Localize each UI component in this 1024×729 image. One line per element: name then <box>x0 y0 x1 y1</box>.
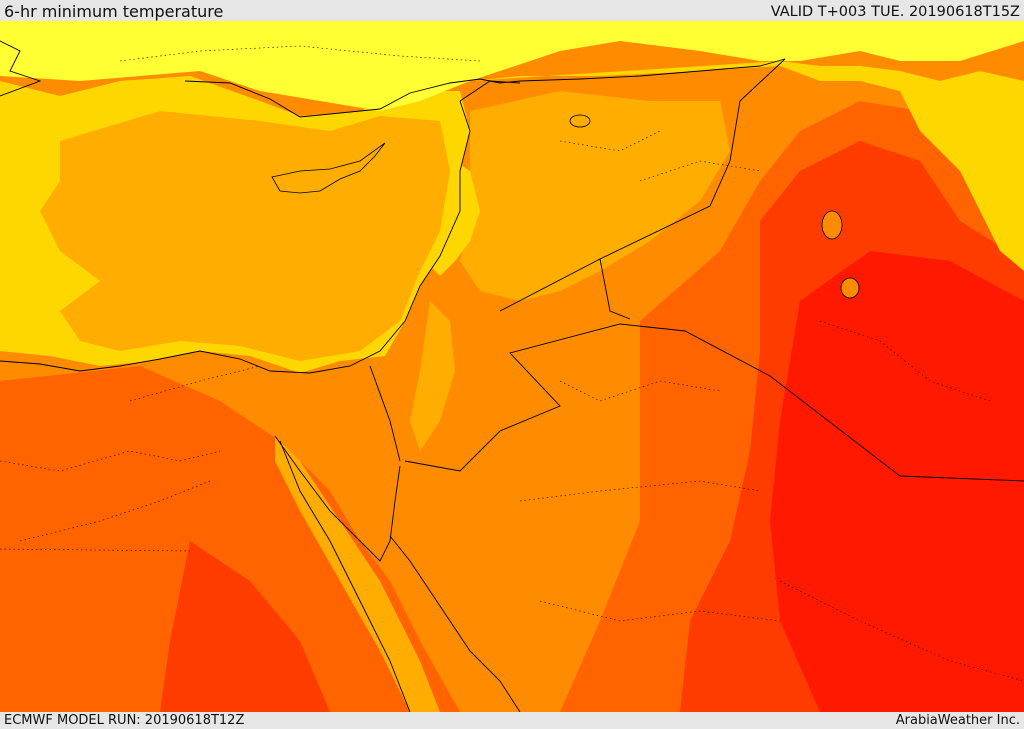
coastlines <box>0 40 786 712</box>
lake-assad <box>569 114 591 128</box>
credit-label: ArabiaWeather Inc. <box>895 713 1020 728</box>
lake-razazah <box>840 277 860 299</box>
map-title: 6-hr minimum temperature <box>4 2 224 21</box>
red-sea-zone <box>275 436 440 712</box>
header-bar: 6-hr minimum temperature VALID T+003 TUE… <box>0 0 1024 21</box>
province-boundaries <box>0 45 1024 682</box>
lake-tharthar <box>821 210 843 240</box>
cyprus-island <box>271 142 386 194</box>
levant-mild-zone <box>460 91 730 301</box>
northern-interior-mild-zone <box>470 61 1024 271</box>
temperature-zone-hot-west <box>0 366 460 712</box>
temperature-map[interactable] <box>0 21 1024 712</box>
levant-coast-cool-zone <box>430 161 480 276</box>
footer-bar: ECMWF MODEL RUN: 20190618T12Z ArabiaWeat… <box>0 712 1024 729</box>
northern-coast-cool-zone <box>0 21 1024 111</box>
temperature-zone-hottest <box>770 251 1024 712</box>
model-run-label: ECMWF MODEL RUN: 20190618T12Z <box>4 713 245 728</box>
mediterranean-mild-zone <box>40 111 450 361</box>
country-borders <box>369 58 1024 482</box>
temperature-zone-very-hot-west <box>160 541 330 712</box>
jordan-valley-mild-zone <box>410 301 455 451</box>
valid-time: VALID T+003 TUE. 20190618T15Z <box>770 4 1020 20</box>
